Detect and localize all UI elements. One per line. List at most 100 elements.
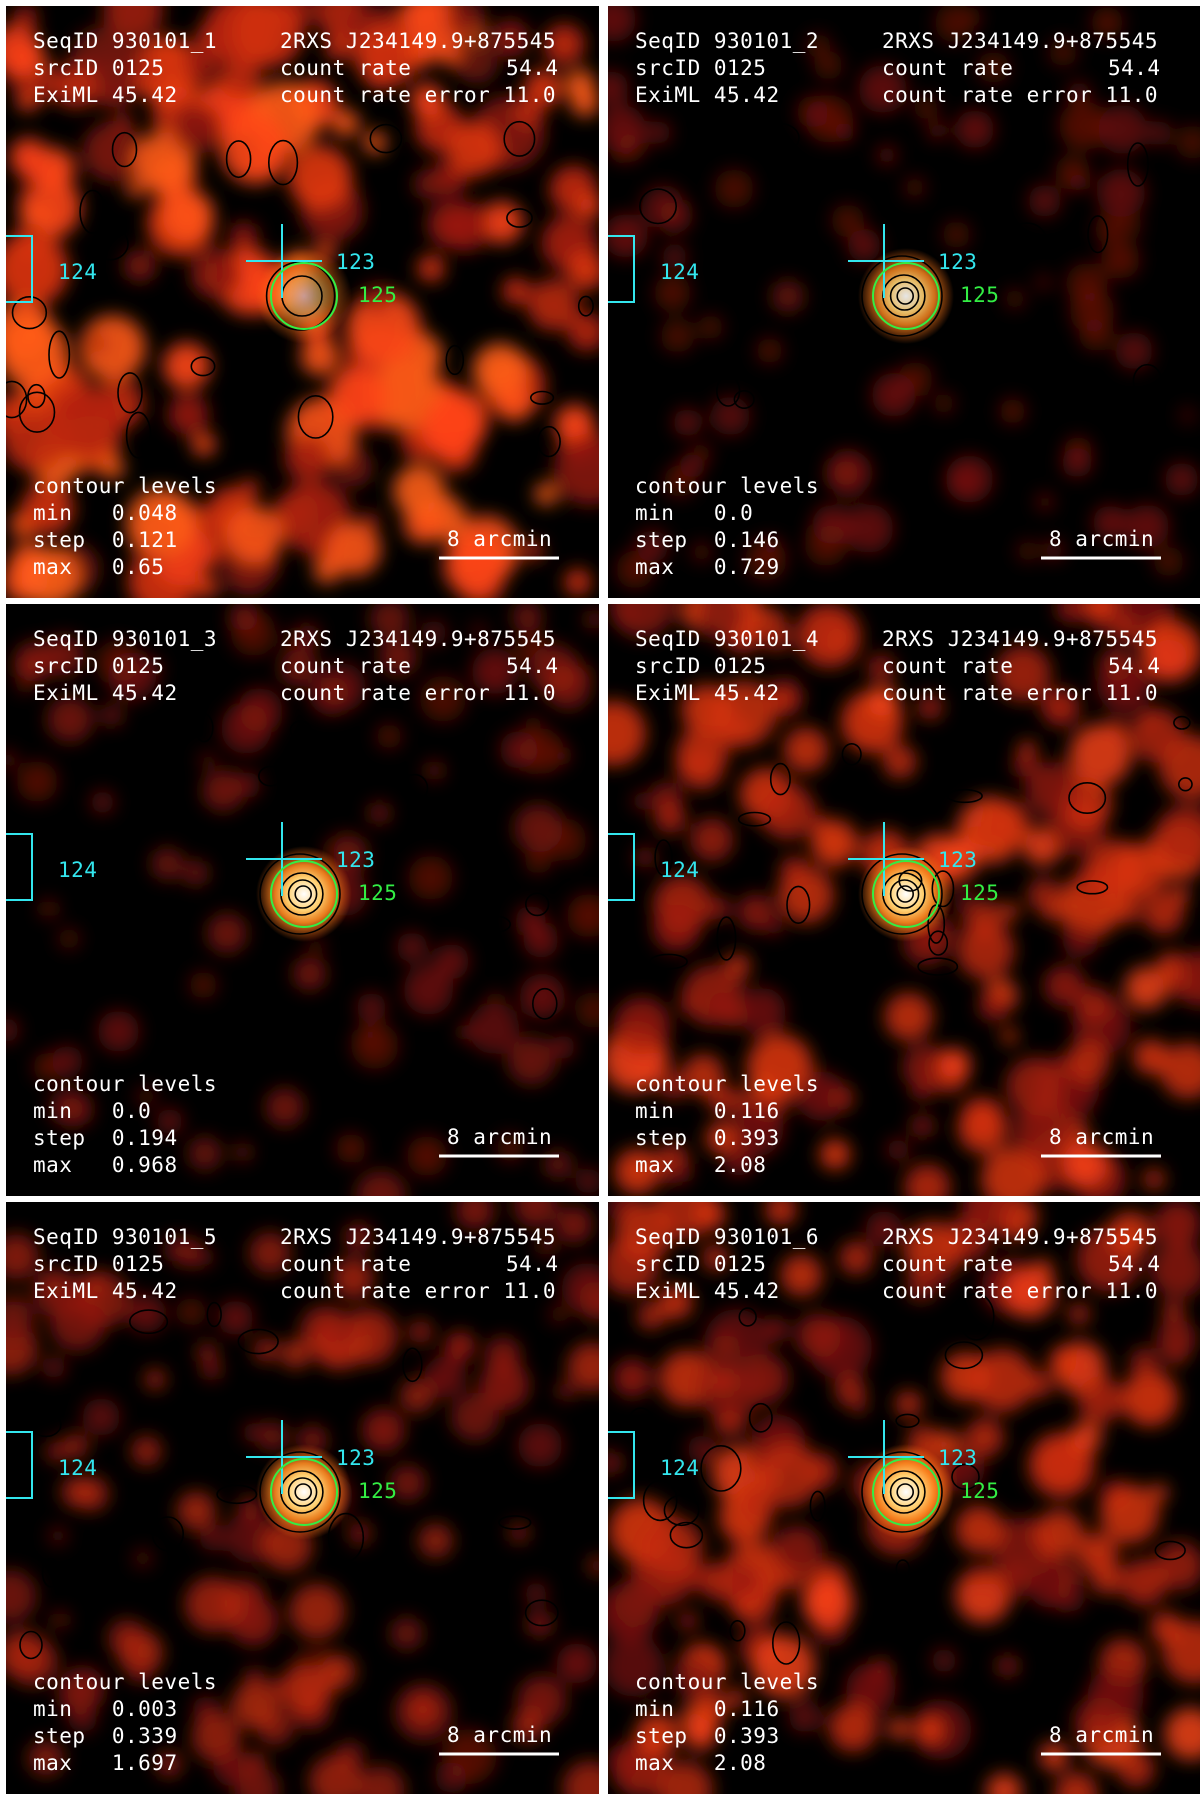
intensity-blob	[280, 1339, 311, 1369]
intensity-blob	[40, 900, 58, 918]
contour-lines	[12, 712, 558, 1020]
intensity-blob	[543, 1150, 573, 1179]
intensity-blob	[471, 648, 518, 695]
count-rate-error-label: count rate error	[280, 83, 491, 107]
contour-lines	[638, 122, 1163, 409]
intensity-blob	[355, 1170, 407, 1196]
intensity-blob	[20, 176, 39, 195]
intensity-blob	[796, 95, 829, 128]
intensity-blob	[485, 1336, 521, 1373]
intensity-blob	[746, 1451, 764, 1470]
intensity-blob	[549, 1304, 569, 1325]
intensity-blob	[831, 204, 865, 237]
intensity-blob	[654, 274, 691, 311]
marker-label-124: 124	[660, 1456, 700, 1480]
srcid-value: 0125	[111, 1252, 165, 1276]
intensity-blob	[910, 1114, 935, 1138]
intensity-blob	[834, 121, 855, 142]
intensity-blob	[1098, 104, 1147, 154]
contour-ring	[786, 885, 811, 924]
intensity-blob	[126, 487, 196, 558]
contour-ring	[477, 915, 512, 934]
intensity-blob	[1175, 125, 1200, 160]
intensity-blob	[523, 540, 544, 561]
contour-ring	[498, 1515, 532, 1530]
contour-ring	[402, 1347, 423, 1383]
contour-ring	[1154, 1540, 1186, 1561]
seqid-label: SeqID 930101_2	[635, 29, 820, 53]
contour-ring	[642, 1479, 678, 1522]
intensity-blob	[183, 47, 218, 82]
intensity-blob	[419, 675, 466, 722]
intensity-blob	[348, 1521, 372, 1545]
contour-ring	[6, 380, 28, 419]
intensity-blob	[1044, 965, 1085, 1007]
intensity-blob	[965, 1417, 1004, 1457]
contour-ring	[896, 885, 915, 903]
intensity-blob	[218, 1300, 254, 1336]
intensity-blob	[567, 893, 599, 938]
circle-marker-125	[872, 262, 940, 330]
intensity-blob	[433, 943, 470, 979]
intensity-blob	[653, 904, 701, 952]
xray-intensity-map	[608, 604, 1200, 1196]
intensity-blob	[613, 997, 671, 1055]
intensity-blob	[710, 680, 777, 747]
intensity-blob	[635, 1712, 679, 1756]
contour-ring	[889, 879, 920, 909]
intensity-blob	[1142, 892, 1185, 935]
intensity-blob	[641, 1516, 704, 1579]
sky-image-panel-5: SeqID 930101_5 srcID 0125 ExiML 45.42 2R…	[6, 1202, 599, 1794]
intensity-blob	[128, 1658, 154, 1684]
intensity-blob	[16, 676, 34, 694]
contour-ring	[117, 372, 143, 414]
intensity-blob	[1172, 950, 1200, 1007]
intensity-blob	[956, 921, 1015, 980]
contour-lines	[6, 120, 594, 459]
intensity-blob	[614, 1202, 674, 1262]
contour-ring	[48, 330, 71, 379]
contour-ring	[287, 879, 318, 909]
seqid-label: SeqID 930101_5	[33, 1225, 218, 1249]
srcid-row: srcID 0125	[635, 653, 766, 680]
contour-ring	[841, 743, 862, 766]
intensity-blob	[196, 1341, 218, 1363]
contour-title: contour levels	[33, 474, 218, 498]
intensity-blob	[732, 1090, 750, 1108]
intensity-blob	[1001, 1028, 1018, 1045]
intensity-blob	[6, 232, 69, 307]
intensity-blob	[935, 6, 975, 43]
intensity-blob	[502, 277, 530, 305]
source-name: 2RXS J234149.9+875545	[882, 1225, 1159, 1249]
contour-ring	[125, 411, 152, 459]
eximl-row: ExiML 45.42	[33, 680, 178, 707]
intensity-blob	[708, 991, 742, 1025]
intensity-blob	[556, 1381, 575, 1401]
intensity-blob	[300, 337, 340, 376]
intensity-blob	[6, 750, 17, 769]
intensity-blob	[1150, 1241, 1200, 1298]
contour-ring	[961, 168, 987, 211]
contour-ring	[294, 1483, 313, 1501]
contour-lines	[19, 1301, 559, 1660]
contour-ring	[895, 1413, 920, 1429]
intensity-blob	[810, 819, 858, 867]
intensity-blob	[575, 1168, 599, 1195]
intensity-blob	[233, 1142, 252, 1162]
intensity-blob	[82, 1398, 121, 1436]
contour-ring	[259, 853, 341, 935]
intensity-blob	[327, 522, 381, 576]
intensity-blob	[772, 686, 798, 713]
intensity-blob	[802, 1577, 854, 1629]
intensity-blob	[309, 1754, 363, 1794]
count-rate-value: 54.4	[1108, 1252, 1161, 1276]
intensity-blob	[663, 465, 696, 498]
marker-label-123: 123	[336, 1446, 376, 1470]
intensity-blob	[1025, 1370, 1053, 1399]
marker-label-125: 125	[960, 881, 1000, 905]
intensity-blob	[534, 482, 558, 506]
intensity-blob	[705, 1122, 737, 1154]
contour-ring	[861, 1451, 943, 1533]
marker-label-125: 125	[358, 283, 398, 307]
intensity-blob	[285, 627, 317, 658]
